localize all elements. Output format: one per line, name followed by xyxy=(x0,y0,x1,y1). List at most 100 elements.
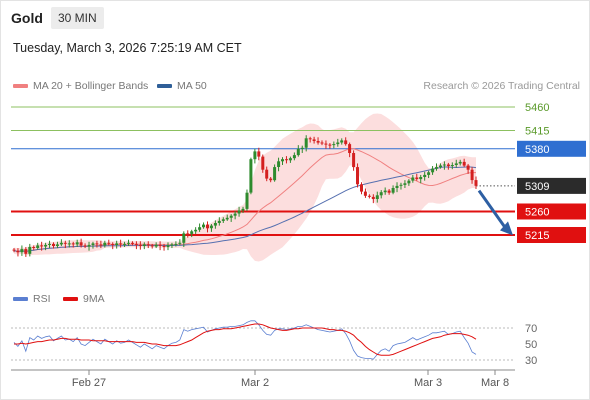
candle-body-0 xyxy=(12,249,16,251)
timeframe-button[interactable]: 30 MIN xyxy=(51,7,104,29)
candle-body-4 xyxy=(28,247,32,254)
candle-body-99 xyxy=(403,183,407,185)
candle-body-52 xyxy=(217,220,221,223)
candle-body-53 xyxy=(221,219,225,221)
candle-body-26 xyxy=(115,243,119,245)
candle-body-33 xyxy=(142,244,146,246)
candle-body-51 xyxy=(213,223,217,226)
main-legend-ma20: MA 20 + Bollinger Bands xyxy=(13,80,148,92)
candle-body-94 xyxy=(383,190,387,193)
candle-body-95 xyxy=(387,190,391,193)
candle-body-14 xyxy=(67,243,71,245)
candles xyxy=(12,135,478,257)
candle-body-115 xyxy=(466,165,470,170)
candle-body-20 xyxy=(91,243,95,245)
candle-body-79 xyxy=(324,143,328,145)
legend-swatch-rsi xyxy=(13,297,28,301)
candle-body-3 xyxy=(24,249,28,254)
candle-body-108 xyxy=(439,165,442,168)
candle-body-82 xyxy=(336,142,340,145)
candle-body-27 xyxy=(119,243,123,245)
candle-body-111 xyxy=(450,165,454,166)
credit-text: Research © 2026 Trading Central xyxy=(423,80,580,92)
ma50-line xyxy=(13,166,477,253)
legend-label-rsi: RSI xyxy=(33,293,51,305)
candle-body-101 xyxy=(411,177,415,181)
candle-body-113 xyxy=(458,161,462,164)
candle-body-75 xyxy=(308,138,312,140)
candle-body-1 xyxy=(16,250,20,253)
candle-body-58 xyxy=(241,208,245,211)
candle-body-2 xyxy=(20,249,24,253)
candle-body-30 xyxy=(131,242,134,244)
candle-body-73 xyxy=(300,147,304,149)
candle-body-91 xyxy=(371,196,375,199)
x-tick-label-1: Mar 2 xyxy=(241,377,269,389)
candle-body-6 xyxy=(36,245,40,248)
candle-body-59 xyxy=(245,192,249,209)
candle-body-62 xyxy=(257,151,261,157)
candle-body-89 xyxy=(363,191,367,196)
chart-datetime: Tuesday, March 3, 2026 7:25:19 AM CET xyxy=(13,41,242,55)
candle-body-48 xyxy=(202,224,205,228)
candle-body-61 xyxy=(253,151,257,160)
instrument-title: Gold xyxy=(11,10,43,26)
candle-body-109 xyxy=(442,164,446,166)
candle-body-11 xyxy=(55,244,59,246)
candle-body-68 xyxy=(281,159,284,162)
candle-body-90 xyxy=(367,195,371,197)
candle-body-116 xyxy=(470,169,474,181)
candle-body-43 xyxy=(182,233,186,243)
candle-body-65 xyxy=(269,178,273,181)
level-label-5460: 5460 xyxy=(525,102,549,114)
level-label-5260: 5260 xyxy=(525,206,549,218)
candle-body-72 xyxy=(296,148,300,156)
legend-label-9ma: 9MA xyxy=(83,293,105,305)
x-tick-label-2: Mar 3 xyxy=(414,377,442,389)
candle-body-56 xyxy=(233,213,237,216)
legend-swatch-9ma xyxy=(63,297,78,301)
level-label-5215: 5215 xyxy=(525,230,549,242)
candle-body-76 xyxy=(312,139,316,141)
candle-body-34 xyxy=(146,244,150,246)
candle-body-49 xyxy=(206,224,209,229)
candle-body-105 xyxy=(427,172,431,175)
candle-body-69 xyxy=(285,159,288,161)
level-badge-5260 xyxy=(517,203,586,220)
candle-body-83 xyxy=(340,140,344,143)
candle-body-55 xyxy=(229,215,233,218)
candle-body-7 xyxy=(40,245,44,247)
legend-label-ma50: MA 50 xyxy=(177,80,207,92)
candle-body-38 xyxy=(162,246,166,247)
candle-body-8 xyxy=(44,244,48,247)
candle-body-39 xyxy=(166,245,170,247)
candle-body-60 xyxy=(249,159,253,193)
candle-body-18 xyxy=(83,245,87,247)
candle-body-12 xyxy=(59,242,63,245)
candle-body-81 xyxy=(332,144,336,146)
candle-body-112 xyxy=(454,163,458,165)
candle-body-103 xyxy=(419,177,423,180)
candle-body-66 xyxy=(273,167,277,181)
candle-body-28 xyxy=(123,243,127,245)
level-badge-5309 xyxy=(517,177,586,194)
candle-body-15 xyxy=(71,243,75,245)
candle-body-93 xyxy=(379,192,383,196)
candle-body-87 xyxy=(356,167,359,185)
candle-body-36 xyxy=(154,244,158,247)
candle-body-104 xyxy=(423,174,427,177)
candle-body-54 xyxy=(225,217,229,220)
candle-body-102 xyxy=(415,177,419,180)
candle-body-21 xyxy=(95,243,99,245)
forecast-arrow-shaft xyxy=(477,189,507,229)
candle-body-45 xyxy=(190,231,194,234)
candle-body-41 xyxy=(174,243,178,245)
candle-body-10 xyxy=(52,243,55,246)
candle-body-67 xyxy=(277,161,281,167)
candle-body-22 xyxy=(99,244,103,246)
candle-body-25 xyxy=(111,243,115,245)
candle-body-114 xyxy=(462,161,466,166)
candle-body-64 xyxy=(265,169,269,179)
candle-body-16 xyxy=(75,242,79,245)
